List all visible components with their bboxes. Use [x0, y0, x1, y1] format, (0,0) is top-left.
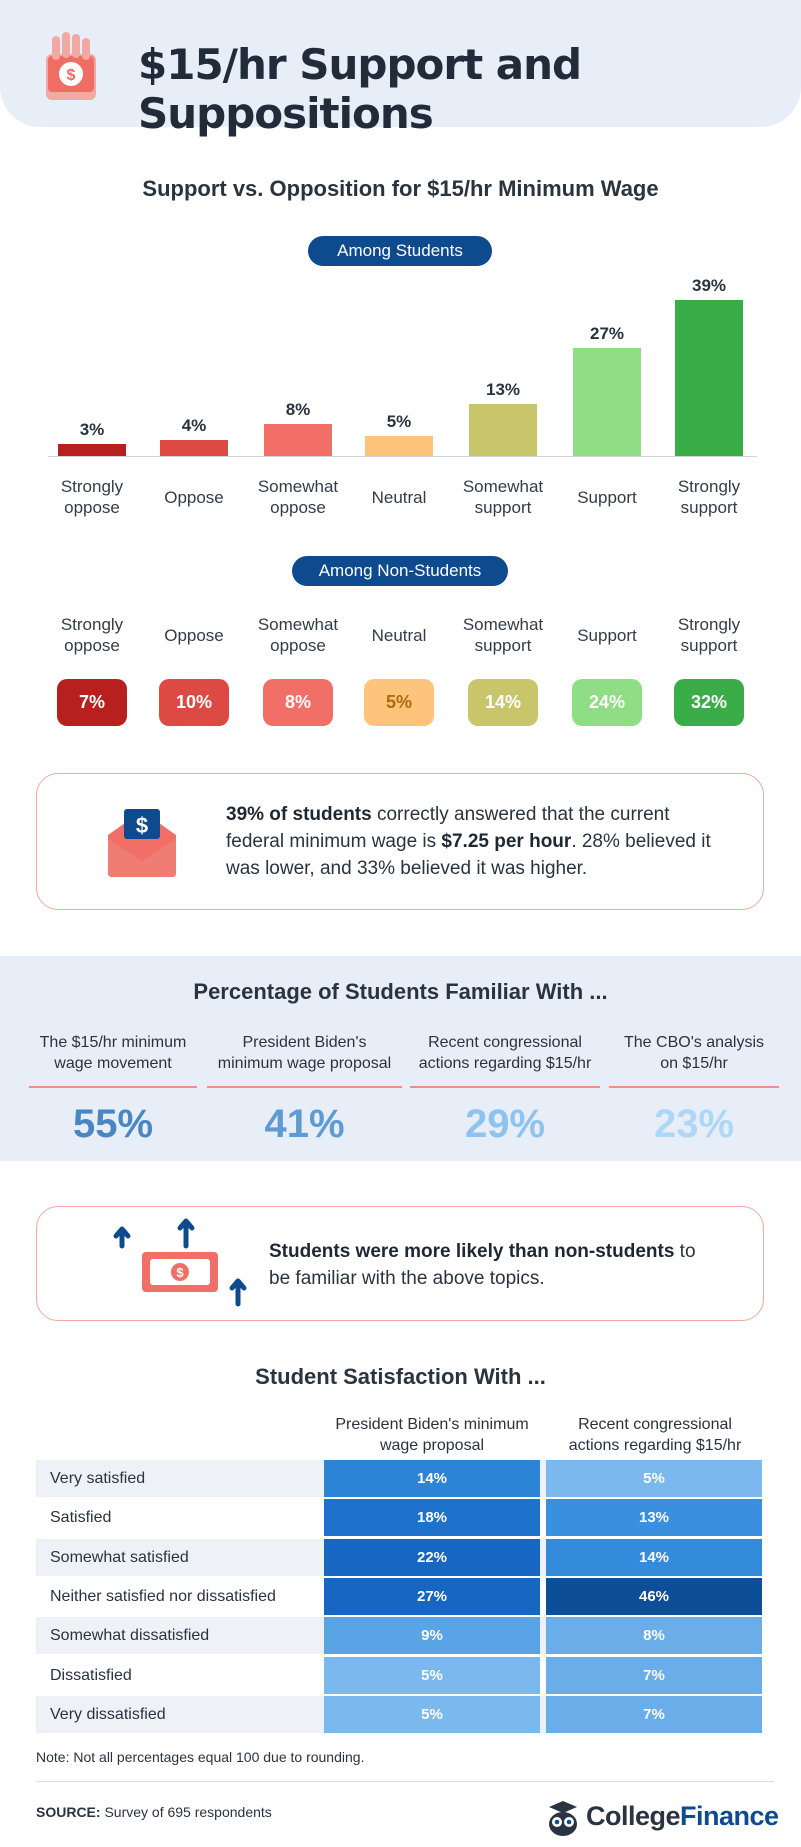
familiarity-divider [207, 1086, 402, 1088]
nonstudent-badge: 14% [468, 679, 538, 726]
satisfaction-row-label: Very satisfied [50, 1470, 146, 1487]
bar-value-label: 5% [387, 412, 412, 431]
familiarity-value: 29% [464, 1102, 546, 1146]
student-category-label: Somewhat support [462, 477, 544, 517]
nonstudent-badge: 5% [364, 679, 434, 726]
bar-value-label: 4% [182, 416, 207, 435]
familiarity-band [0, 956, 801, 1161]
satisfaction-row-label: Satisfied [50, 1509, 112, 1526]
satisfaction-cell: 18% [324, 1499, 540, 1536]
satisfaction-cell: 14% [546, 1539, 762, 1576]
nonstudent-category-label: Oppose [164, 626, 224, 645]
familiarity-value: 23% [653, 1102, 735, 1146]
bar-oppose [160, 440, 228, 456]
collegefinance-logo: CollegeFinance [546, 1795, 779, 1839]
familiarity-item: President Biden's minimum wage proposal 41… [207, 1032, 402, 1147]
familiarity-divider [29, 1086, 197, 1088]
owl-logo-icon [549, 1801, 577, 1836]
satisfaction-col-biden: President Biden's minimum wage proposal [335, 1416, 529, 1454]
satisfaction-cell: 7% [546, 1696, 762, 1733]
svg-text:$: $ [176, 1265, 184, 1280]
satisfaction-row-label: Somewhat satisfied [50, 1549, 189, 1566]
callout-minimum-wage-text: 39% of students correctly answered that … [226, 804, 711, 879]
satisfaction-cell: 5% [324, 1696, 540, 1733]
students-bar-chart: 3% 4% 8% 5% 13% 27% 39% [48, 276, 757, 457]
familiarity-label: The $15/hr minimum wage movement [39, 1034, 187, 1072]
satisfaction-cell: 14% [324, 1460, 540, 1497]
nonstudent-badge: 24% [572, 679, 642, 726]
page-title: $15/hr Support and Suppositions [138, 40, 582, 138]
satisfaction-row-label: Dissatisfied [50, 1667, 132, 1684]
familiarity-value: 55% [72, 1102, 154, 1146]
satisfaction-cell: 22% [324, 1539, 540, 1576]
money-arrows-icon: $ [113, 1218, 247, 1307]
bar-strongly-support [675, 300, 743, 456]
money-hand-icon: $ [46, 32, 96, 100]
svg-text:$: $ [136, 813, 148, 838]
support-section-title: Support vs. Opposition for $15/hr Minimu… [142, 176, 659, 201]
bar-somewhat-support [469, 404, 537, 456]
header-banner: $ $15/hr Support and Suppositions [0, 0, 801, 138]
bar-value-label: 39% [692, 276, 726, 295]
satisfaction-cell: 27% [324, 1578, 540, 1615]
bar-value-label: 27% [590, 324, 624, 343]
satisfaction-row-label: Neither satisfied nor dissatisfied [50, 1588, 276, 1605]
nonstudent-badge: 10% [159, 679, 229, 726]
nonstudent-badge: 8% [263, 679, 333, 726]
students-pill: Among Students [308, 236, 492, 266]
familiarity-title: Percentage of Students Familiar With ... [193, 979, 608, 1004]
familiarity-item: Recent congressional actions regarding $1… [410, 1032, 600, 1147]
satisfaction-cell: 46% [546, 1578, 762, 1615]
familiarity-item: The CBO's analysis on $15/hr 23% [609, 1032, 779, 1147]
logo-text: CollegeFinance [586, 1801, 779, 1831]
nonstudents-pill: Among Non-Students [292, 556, 508, 586]
student-category-label: Somewhat oppose [257, 477, 339, 517]
bar-value-label: 13% [486, 380, 520, 399]
nonstudent-category-label: Strongly support [677, 615, 741, 655]
familiarity-value: 41% [264, 1102, 345, 1146]
envelope-money-icon: $ [108, 809, 176, 877]
satisfaction-row-label: Somewhat dissatisfied [50, 1627, 210, 1644]
student-category-label: Strongly support [677, 477, 741, 517]
footnote: Note: Not all percentages equal 100 due … [36, 1749, 365, 1765]
satisfaction-cell: 5% [324, 1657, 540, 1694]
satisfaction-cell: 7% [546, 1657, 762, 1694]
nonstudent-badge: 7% [57, 679, 127, 726]
nonstudent-category-label: Strongly oppose [60, 615, 124, 655]
familiarity-divider [609, 1086, 779, 1088]
bar-value-label: 8% [286, 400, 311, 419]
satisfaction-cell: 9% [324, 1617, 540, 1654]
familiarity-label: The CBO's analysis on $15/hr [624, 1034, 764, 1072]
nonstudent-category-label: Somewhat support [462, 615, 544, 655]
source-note: SOURCE: Survey of 695 respondents [36, 1804, 272, 1820]
student-category-label: Oppose [164, 488, 224, 507]
footer-divider [36, 1781, 774, 1782]
student-category-label: Neutral [371, 488, 427, 507]
familiarity-divider [410, 1086, 600, 1088]
satisfaction-cell: 5% [546, 1460, 762, 1497]
familiarity-label: President Biden's minimum wage proposal [217, 1034, 392, 1072]
bar-strongly-oppose [58, 444, 126, 456]
satisfaction-col-congress: Recent congressional actions regarding $1… [568, 1416, 742, 1454]
student-category-label: Strongly oppose [60, 477, 124, 517]
familiarity-item: The $15/hr minimum wage movement 55% [29, 1032, 197, 1147]
bar-neutral [365, 436, 433, 456]
satisfaction-row-label: Very dissatisfied [50, 1706, 166, 1723]
bar-somewhat-oppose [264, 424, 332, 456]
bar-support [573, 348, 641, 456]
familiarity-label: Recent congressional actions regarding $1… [418, 1034, 592, 1072]
callout-familiarity-text: Students were more likely than non-stude… [269, 1241, 696, 1289]
svg-text:$: $ [67, 67, 76, 84]
nonstudent-badge: 32% [674, 679, 744, 726]
satisfaction-cell: 13% [546, 1499, 762, 1536]
nonstudent-category-label: Support [577, 626, 637, 645]
satisfaction-cell: 8% [546, 1617, 762, 1654]
nonstudent-category-label: Somewhat oppose [257, 615, 339, 655]
student-category-label: Support [577, 488, 637, 507]
bar-value-label: 3% [80, 420, 105, 439]
satisfaction-title: Student Satisfaction With ... [255, 1364, 546, 1389]
nonstudent-category-label: Neutral [371, 626, 427, 645]
